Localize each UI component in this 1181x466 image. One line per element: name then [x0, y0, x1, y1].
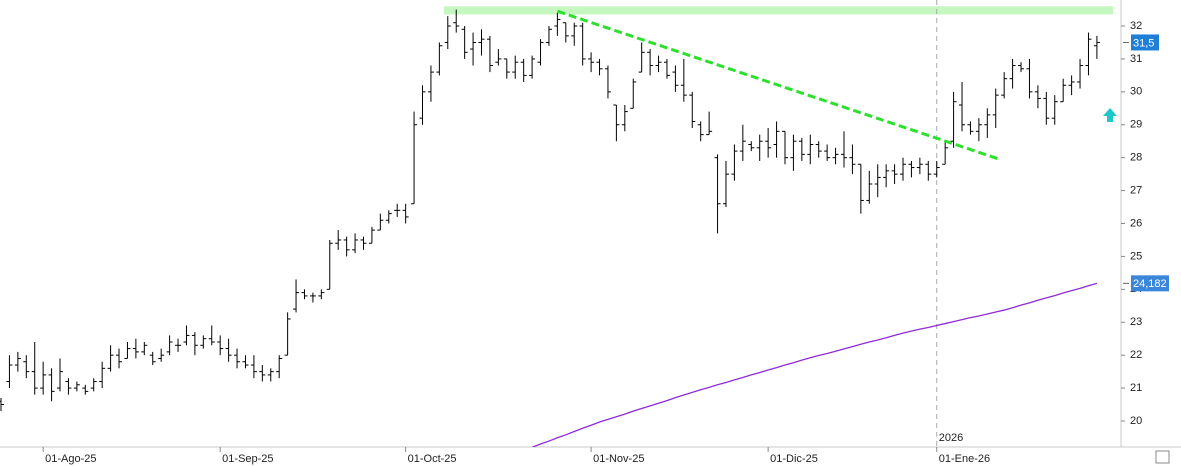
- y-tick-label: 26: [1130, 217, 1142, 229]
- trendline: [556, 9, 1001, 161]
- price-label-box: [1131, 34, 1159, 51]
- y-tick-label: 21: [1130, 382, 1142, 394]
- y-tick-label: 28: [1130, 152, 1142, 164]
- x-tick-label: 01-Sep-25: [222, 453, 273, 465]
- resistance-band: [443, 6, 1113, 15]
- up-arrow-icon: [1103, 108, 1117, 122]
- moving-average-line: [531, 282, 1098, 447]
- year-label: 2026: [939, 432, 963, 444]
- y-tick-label: 32: [1130, 20, 1142, 32]
- x-tick-label: 01-Oct-25: [408, 453, 457, 465]
- y-tick-label: 30: [1130, 86, 1142, 98]
- y-tick-label: 29: [1130, 119, 1142, 131]
- price-label: 31,5: [1133, 37, 1154, 49]
- y-tick-label: 31: [1130, 53, 1142, 65]
- x-tick-label: 01-Nov-25: [593, 453, 644, 465]
- y-tick-label: 23: [1130, 316, 1142, 328]
- corner-icon: [1155, 450, 1170, 464]
- x-tick-label: 01-Dic-25: [770, 453, 818, 465]
- plot-area: [0, 0, 1113, 447]
- x-tick-label: 01-Ago-25: [45, 453, 96, 465]
- y-tick-label: 25: [1130, 250, 1142, 262]
- price-label-box: [1131, 275, 1169, 292]
- price-label: 24,182: [1133, 278, 1167, 290]
- y-tick-label: 22: [1130, 349, 1142, 361]
- x-tick-label: 01-Ene-26: [939, 453, 990, 465]
- y-tick-label: 27: [1130, 184, 1142, 196]
- y-tick-label: 20: [1130, 415, 1142, 427]
